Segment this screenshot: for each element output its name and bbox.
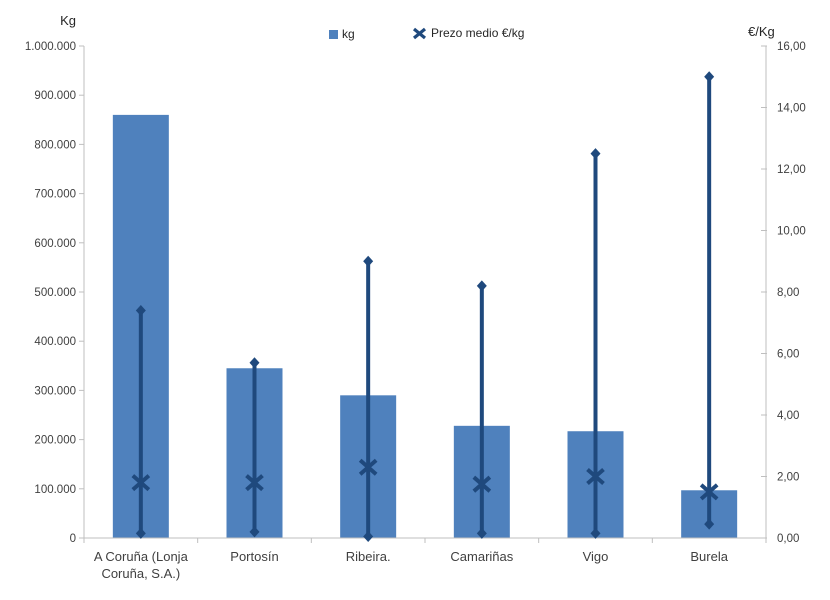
right-axis-tick-label: 4,00	[777, 410, 799, 422]
avg-price-marker-3	[472, 475, 492, 493]
max-price-marker-5	[704, 71, 715, 83]
right-axis-tick-label: 10,00	[777, 226, 806, 238]
right-axis-tick-label: 12,00	[777, 164, 806, 176]
category-label: Ribeira.	[346, 549, 391, 564]
min-price-marker-3	[476, 527, 487, 539]
max-price-marker-1	[249, 357, 260, 369]
left-axis-tick-label: 0	[70, 533, 76, 545]
avg-price-marker-5	[699, 483, 719, 501]
left-axis-tick-label: 700.000	[34, 189, 76, 201]
min-price-marker-2	[363, 530, 374, 542]
min-price-marker-5	[704, 518, 715, 530]
left-axis-tick-label: 400.000	[34, 336, 76, 348]
max-price-marker-0	[135, 304, 146, 316]
left-axis-tick-label: 500.000	[34, 287, 76, 299]
min-price-marker-4	[590, 527, 601, 539]
avg-price-marker-1	[245, 474, 264, 492]
left-axis-tick-label: 100.000	[34, 484, 76, 496]
category-label: Portosín	[230, 549, 278, 564]
left-axis-tick-label: 1.000.000	[25, 41, 76, 53]
max-price-marker-3	[476, 280, 487, 292]
right-axis-tick-label: 14,00	[777, 103, 806, 115]
category-label: Coruña, S.A.)	[101, 566, 180, 581]
right-axis-tick-label: 8,00	[777, 287, 799, 299]
left-axis-tick-label: 900.000	[34, 90, 76, 102]
category-label: A Coruña (Lonja	[94, 549, 189, 564]
right-axis-title: €/Kg	[748, 24, 775, 39]
left-axis-tick-label: 200.000	[34, 435, 76, 447]
min-price-marker-0	[135, 527, 146, 539]
avg-price-marker-4	[586, 467, 605, 486]
max-price-marker-4	[590, 148, 601, 160]
left-axis-tick-label: 300.000	[34, 385, 76, 397]
min-price-marker-1	[249, 526, 260, 538]
right-axis-tick-label: 0,00	[777, 533, 799, 545]
category-label: Camariñas	[450, 549, 513, 564]
right-axis-tick-label: 6,00	[777, 349, 799, 361]
left-axis-tick-label: 600.000	[34, 238, 76, 250]
right-axis-tick-label: 16,00	[777, 41, 806, 53]
avg-price-marker-0	[131, 474, 151, 492]
right-axis-tick-label: 2,00	[777, 472, 799, 484]
category-label: Burela	[690, 549, 728, 564]
left-axis-title: Kg	[60, 13, 76, 28]
category-label: Vigo	[583, 549, 609, 564]
avg-price-marker-2	[358, 458, 378, 476]
max-price-marker-2	[363, 255, 374, 267]
left-axis-tick-label: 800.000	[34, 139, 76, 151]
